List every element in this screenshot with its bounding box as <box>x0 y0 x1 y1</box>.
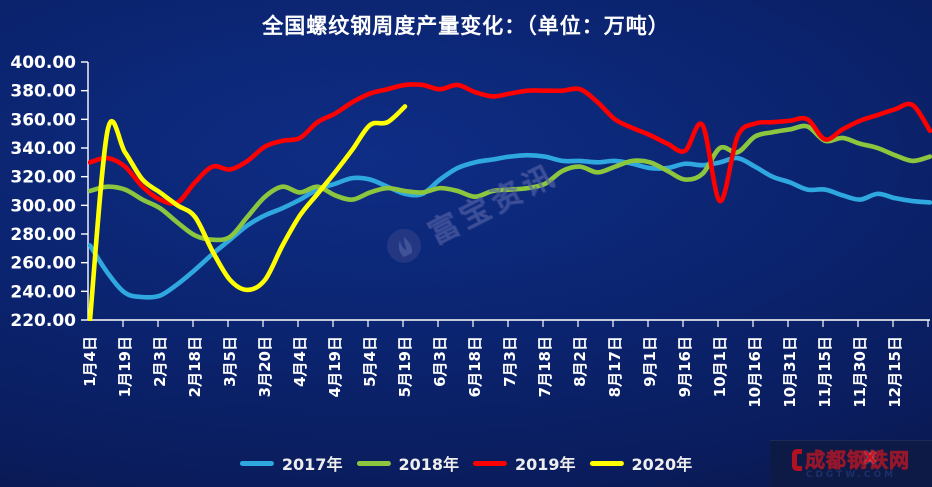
series-line-2017年 <box>88 152 932 300</box>
x-tick-label: 5月19日 <box>396 336 414 397</box>
watermark-cdgtw-logo: 成都钢铁网 X CDGTW.COM <box>770 440 932 487</box>
logo-row: 成都钢铁网 X <box>792 447 910 472</box>
legend-label: 2018年 <box>398 455 459 474</box>
x-tick-label: 11月15日 <box>816 336 834 408</box>
x-tick-label: 8月2日 <box>571 336 589 387</box>
x-tick-label: 12月15日 <box>886 336 904 408</box>
x-tick-label: 9月1日 <box>641 336 659 387</box>
x-tick-label: 7月18日 <box>536 336 554 397</box>
legend-label: 2019年 <box>515 455 576 474</box>
y-tick-label: 360.00 <box>10 110 76 130</box>
y-tick-label: 280.00 <box>10 225 76 245</box>
x-tick-label: 3月5日 <box>221 336 239 387</box>
x-tick-label: 8月17日 <box>606 336 624 397</box>
y-tick-label: 300.00 <box>10 196 76 216</box>
y-tick-label: 320.00 <box>10 168 76 188</box>
x-tick-label: 1月4日 <box>81 336 99 387</box>
y-tick-label: 220.00 <box>10 311 76 331</box>
logo-bracket-icon <box>792 448 802 471</box>
x-tick-label: 10月16日 <box>746 336 764 408</box>
logo-subtext: CDGTW.COM <box>805 469 897 480</box>
y-tick-label: 340.00 <box>10 139 76 159</box>
legend-label: 2017年 <box>281 455 343 474</box>
legend-swatch-icon <box>356 460 391 466</box>
legend-item-2017年: 2017年 <box>239 451 343 475</box>
legend-swatch-icon <box>473 460 507 466</box>
x-tick-label: 2月18日 <box>186 336 204 397</box>
series-line-2020年 <box>88 104 408 321</box>
x-tick-label: 2月3日 <box>151 336 169 387</box>
chart-legend: 2017年 2018年 2019年 2020年 <box>239 451 693 475</box>
y-tick-label: 260.00 <box>10 254 76 274</box>
series-line-2018年 <box>88 123 932 243</box>
x-tick-label: 3月20日 <box>256 336 274 397</box>
legend-label: 2020年 <box>631 455 693 474</box>
y-tick-label: 400.00 <box>10 53 76 73</box>
x-tick-label: 10月1日 <box>711 336 729 397</box>
legend-item-2020年: 2020年 <box>589 451 693 475</box>
legend-swatch-icon <box>589 460 624 466</box>
x-tick-label: 5月4日 <box>361 336 379 387</box>
x-tick-label: 6月18日 <box>466 336 484 397</box>
x-tick-label: 6月3日 <box>431 336 449 387</box>
x-tick-label: 11月30日 <box>851 336 869 408</box>
x-tick-label: 9月16日 <box>676 336 694 397</box>
y-tick-label: 380.00 <box>10 82 76 102</box>
series-line-2019年 <box>88 82 932 206</box>
x-tick-label: 4月4日 <box>291 336 309 387</box>
legend-swatch-icon <box>239 460 274 466</box>
legend-item-2018年: 2018年 <box>356 451 459 475</box>
logo-text: 成都钢铁网 <box>805 447 910 472</box>
x-tick-label: 1月19日 <box>116 336 134 397</box>
chart-title: 全国螺纹钢周度产量变化：（单位：万吨） <box>262 14 670 38</box>
logo-x-icon: X <box>864 447 877 467</box>
x-tick-label: 10月31日 <box>781 336 799 408</box>
x-tick-label: 7月3日 <box>501 336 519 387</box>
x-tick-label: 4月19日 <box>326 336 344 397</box>
legend-item-2019年: 2019年 <box>473 451 576 475</box>
y-tick-label: 240.00 <box>10 282 76 302</box>
